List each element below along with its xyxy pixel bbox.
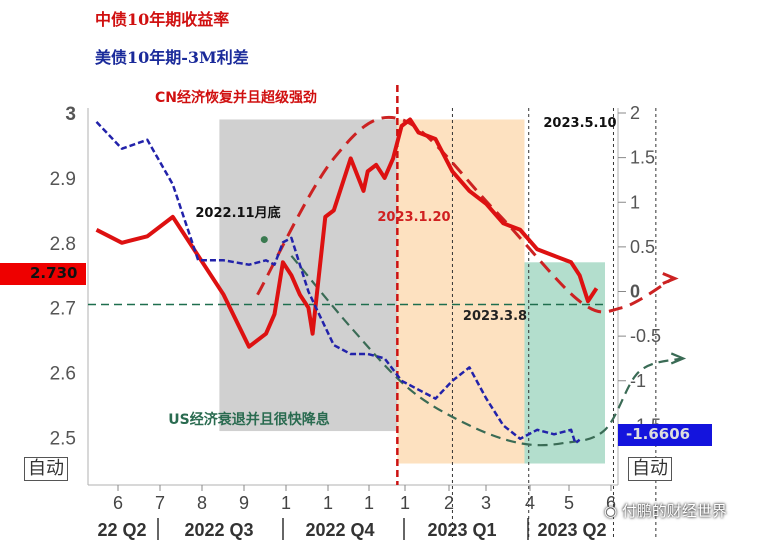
series-line-2: [95, 121, 581, 445]
x-tick-label: 1: [323, 493, 333, 513]
annotation-label: 2023.3.8: [463, 309, 527, 324]
x-tick-label: 1: [364, 493, 374, 513]
y-right-tick-label: 2: [630, 103, 640, 123]
quarter-label: 22 Q2: [97, 520, 146, 540]
quarter-label: 2023 Q2: [537, 520, 606, 540]
y-left-tick-label: 2.7: [50, 299, 76, 320]
y-left-tick-label: 2.8: [50, 234, 76, 255]
shaded-region-2: [397, 119, 525, 464]
x-tick-label: 2: [444, 493, 454, 513]
trend-line-2: [290, 255, 682, 447]
trend-arrow-1: [662, 272, 679, 285]
wechat-icon: ◉: [604, 502, 622, 520]
x-tick-label: 6: [606, 493, 616, 513]
annotation-label: 2023.5.10: [543, 116, 616, 131]
y-left-tick-label: 2.5: [50, 429, 76, 450]
highlight-point: [260, 236, 268, 244]
quarter-label: 2023 Q1: [427, 520, 496, 540]
x-tick-label: 8: [197, 493, 207, 513]
x-tick-label: 6: [113, 493, 123, 513]
trend-arrow-2: [670, 352, 687, 365]
y-left-tick-label: 2.6: [50, 364, 76, 385]
quarter-axis: 22 Q2 2022 Q3 2022 Q4 2023 Q1 2023 Q2: [97, 518, 607, 540]
y-right-tick-label: 0.5: [630, 237, 655, 257]
annotations: CN经济恢复并且超级强劲 US经济衰退并且很快降息 2022.11月底 2023.1.…: [155, 89, 617, 428]
auto-scale-right-button[interactable]: 自动: [628, 457, 672, 481]
annotation-label: CN经济恢复并且超级强劲: [155, 89, 317, 106]
highlight-marks: [260, 236, 268, 244]
x-axis: 6 7 8 9 1 1 1 1 2 3 4 5 6: [113, 485, 616, 513]
x-tick-label: 1: [400, 493, 410, 513]
y-right-axis: 21.510.50-0.5-1-1.5: [618, 103, 661, 435]
x-tick-label: 5: [564, 493, 574, 513]
quarter-label: 2022 Q3: [184, 520, 253, 540]
quarter-label: 2022 Q4: [305, 520, 374, 540]
x-tick-label: 4: [525, 493, 535, 513]
y-right-tick-label: 1: [630, 192, 640, 212]
y-right-tick-label: -1: [630, 371, 646, 391]
y-left-axis: 3 2.9 2.8 2.7 2.6 2.5: [50, 104, 76, 450]
annotation-label: 2022.11月底: [195, 205, 280, 221]
annotation-label: US经济衰退并且很快降息: [168, 411, 329, 428]
y-right-tick-label: 1.5: [630, 148, 655, 168]
x-tick-label: 3: [481, 493, 491, 513]
y-right-tick-label: -0.5: [630, 326, 661, 346]
x-tick-label: 9: [239, 493, 249, 513]
vertical-lines: [396, 85, 657, 540]
y-left-tick-label: 2.9: [50, 169, 76, 190]
series-line-1: [95, 117, 599, 349]
legend-us-10y-3m: 美债10年期-3M利差: [95, 48, 249, 67]
annotation-label: 2023.1.20: [377, 210, 450, 225]
x-tick-label: 7: [155, 493, 165, 513]
left-value-tag: 2.730: [0, 263, 86, 285]
y-right-tick-label: 0: [630, 282, 640, 302]
trend-line-1: [256, 115, 674, 314]
series-lines: [95, 117, 599, 445]
trend-lines: [88, 115, 687, 447]
watermark-text: 付鹏的财经世界: [621, 502, 727, 520]
x-tick-label: 1: [281, 493, 291, 513]
y-left-tick-label: 3: [65, 104, 76, 125]
legend-cn-10y: 中债10年期收益率: [95, 10, 230, 29]
watermark: ◉ 付鹏的财经世界: [604, 500, 727, 521]
auto-scale-left-button[interactable]: 自动: [24, 457, 68, 481]
right-value-tag: -1.6606: [618, 424, 712, 446]
